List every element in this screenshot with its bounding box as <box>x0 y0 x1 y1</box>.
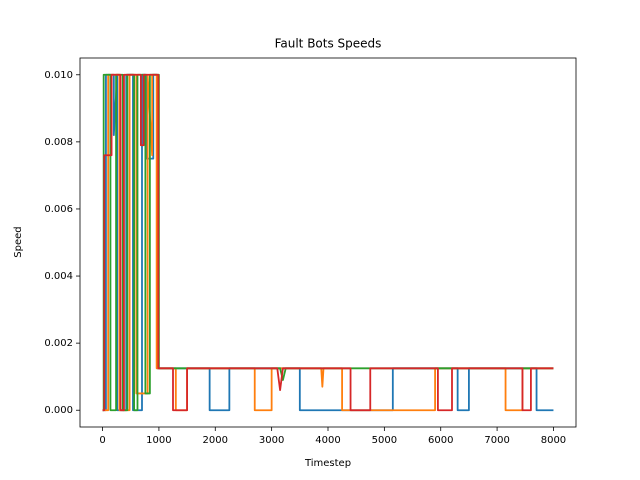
y-axis-label: Speed <box>13 226 24 257</box>
plot-frame <box>79 57 577 428</box>
x-axis-label: Timestep <box>304 458 351 469</box>
x-tick-label: 0 <box>99 435 105 446</box>
x-tick-label: 2000 <box>203 435 228 446</box>
x-tick-label: 1000 <box>146 435 171 446</box>
x-tick-label: 8000 <box>541 435 566 446</box>
y-tick-label: 0.004 <box>44 271 73 282</box>
x-tick-label: 3000 <box>259 435 284 446</box>
y-tick-label: 0.008 <box>44 137 73 148</box>
y-tick-label: 0.000 <box>44 405 73 416</box>
x-tick-label: 4000 <box>315 435 340 446</box>
y-tick-label: 0.010 <box>44 70 73 81</box>
x-tick-label: 5000 <box>372 435 397 446</box>
y-tick-label: 0.006 <box>44 204 73 215</box>
y-tick-label: 0.002 <box>44 338 73 349</box>
x-tick-label: 6000 <box>428 435 453 446</box>
x-tick-label: 7000 <box>484 435 509 446</box>
chart-title: Fault Bots Speeds <box>275 37 382 51</box>
series-line <box>102 73 554 412</box>
